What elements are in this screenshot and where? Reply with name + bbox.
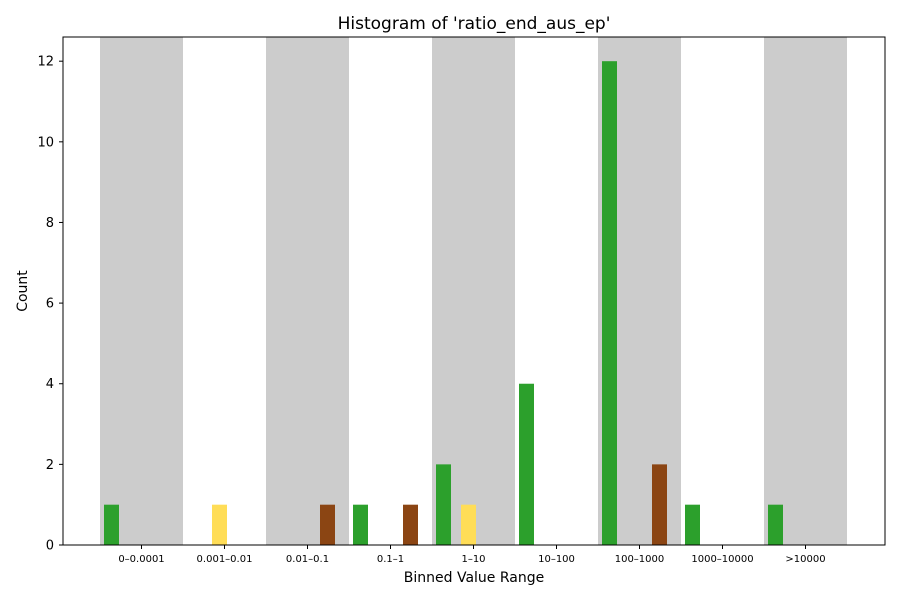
y-axis-ticks: 0 2 4 6 8 10 12 bbox=[37, 55, 63, 554]
bar-4-0 bbox=[436, 464, 451, 545]
x-tick-label: 100–1000 bbox=[615, 554, 665, 565]
x-tick-label: 0.01–0.1 bbox=[286, 554, 329, 565]
y-tick-label: 0 bbox=[46, 539, 54, 554]
bar-8-0 bbox=[768, 504, 783, 545]
bar-7-0 bbox=[685, 504, 700, 545]
y-tick-label: 8 bbox=[46, 216, 54, 231]
x-axis-label: Binned Value Range bbox=[404, 570, 544, 586]
bar-6-0 bbox=[602, 61, 617, 545]
x-tick-label: 10–100 bbox=[538, 554, 575, 565]
x-tick-label: 1–10 bbox=[461, 554, 485, 565]
y-axis-label: Count bbox=[15, 270, 31, 312]
bar-3-0 bbox=[353, 504, 368, 545]
x-tick-label: >10000 bbox=[785, 554, 825, 565]
bars bbox=[104, 61, 783, 545]
bar-1-1 bbox=[212, 504, 227, 545]
bar-2-2 bbox=[320, 504, 335, 545]
chart-title: Histogram of 'ratio_end_aus_ep' bbox=[338, 14, 611, 34]
shaded-band-8 bbox=[764, 37, 847, 545]
bar-3-2 bbox=[403, 504, 418, 545]
x-tick-label: 0.001–0.01 bbox=[197, 554, 253, 565]
y-tick-label: 2 bbox=[46, 458, 54, 473]
bar-4-1 bbox=[461, 504, 476, 545]
y-tick-label: 4 bbox=[46, 377, 54, 392]
bar-6-2 bbox=[652, 464, 667, 545]
background-shading bbox=[100, 37, 847, 545]
x-axis-ticks: 0–0.0001 0.001–0.01 0.01–0.1 0.1–1 1–10 10–10… bbox=[118, 545, 826, 565]
bar-0-0 bbox=[104, 504, 119, 545]
shaded-band-2 bbox=[266, 37, 349, 545]
x-tick-label: 1000–10000 bbox=[691, 554, 753, 565]
shaded-band-4 bbox=[432, 37, 515, 545]
bar-5-0 bbox=[519, 383, 534, 545]
y-tick-label: 6 bbox=[46, 297, 54, 312]
x-tick-label: 0–0.0001 bbox=[118, 554, 164, 565]
y-tick-label: 10 bbox=[37, 135, 54, 150]
shaded-band-0 bbox=[100, 37, 183, 545]
y-tick-label: 12 bbox=[37, 55, 54, 70]
x-tick-label: 0.1–1 bbox=[377, 554, 404, 565]
